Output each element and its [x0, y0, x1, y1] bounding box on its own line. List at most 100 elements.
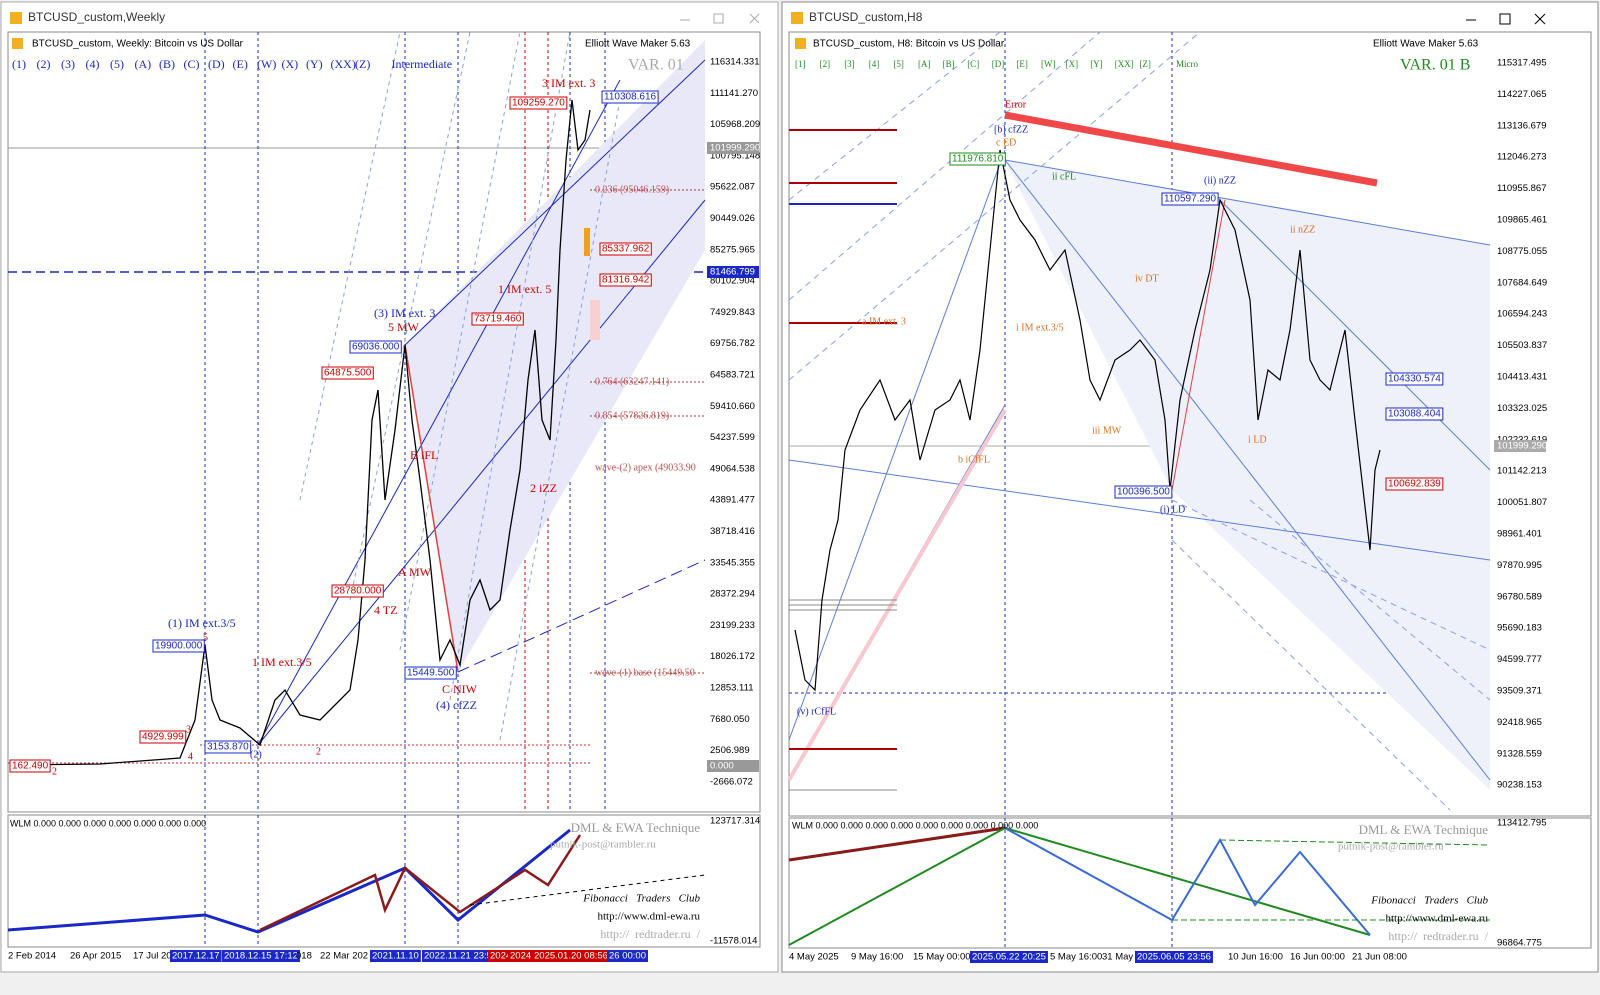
price-axis-label: 54237.599	[710, 432, 755, 443]
price-axis-label: 49064.538	[710, 463, 755, 474]
wave-level-button[interactable]: [XX]	[1115, 59, 1134, 69]
price-label-box	[599, 273, 652, 287]
wave-level-button[interactable]: [Y]	[1090, 59, 1103, 69]
wave-level-button[interactable]: (Y)	[306, 57, 323, 71]
wave-level-button[interactable]: [3]	[844, 59, 855, 69]
price-label-box	[509, 96, 568, 110]
wave-label: iv DT	[1135, 273, 1159, 284]
wave-level-button[interactable]: (D)	[208, 57, 225, 71]
wave-label: ii cFL	[1052, 171, 1076, 182]
time-axis-label: 2025.06.05 23:56	[1137, 952, 1211, 963]
price-label: 110308.616	[604, 92, 657, 103]
price-axis-label: 92418.965	[1497, 717, 1542, 728]
wave-level-button[interactable]: Intermediate	[392, 57, 453, 71]
price-label: 85337.962	[602, 244, 650, 255]
wave-level-button[interactable]: [C]	[967, 59, 979, 69]
price-axis-label: 115317.495	[1497, 58, 1547, 69]
indicator-axis-label: 96864.775	[1497, 938, 1542, 949]
wave-level-button[interactable]: Micro	[1176, 59, 1198, 69]
time-axis-label: 26 Apr 2015	[70, 951, 121, 962]
wave-level-button[interactable]: [E]	[1016, 59, 1028, 69]
wave-level-button[interactable]: (1)	[12, 57, 26, 71]
price-axis-label: 74929.843	[710, 307, 755, 318]
time-axis-label: 21 Jun 08:00	[1352, 952, 1407, 963]
wave-level-button[interactable]: [A]	[918, 59, 931, 69]
wave-label: Error	[1005, 99, 1027, 110]
wave-level-button[interactable]: (E)	[233, 57, 248, 71]
wave-level-button[interactable]: (Z)	[355, 57, 370, 71]
price-axis-label: 116314.331	[710, 57, 760, 68]
wave-level-button[interactable]: (XX)	[331, 57, 356, 71]
wave-level-button[interactable]: (B)	[159, 57, 175, 71]
variant-label: VAR. 01	[628, 57, 684, 74]
price-label: 100396.500	[1117, 487, 1170, 498]
time-axis-label: 018	[296, 951, 312, 962]
price-axis-label: 109865.461	[1497, 215, 1547, 226]
time-axis-tag	[488, 950, 514, 962]
price-axis-label: 105503.837	[1497, 340, 1547, 351]
price-label-box	[331, 584, 384, 598]
price-axis-label: 95622.087	[710, 182, 755, 193]
time-axis-label: 2 Feb 2014	[8, 951, 56, 962]
price-axis-label: 91328.559	[1497, 748, 1542, 759]
wave-level-button[interactable]: (C)	[184, 57, 200, 71]
wave-label: iii MW	[1092, 425, 1122, 436]
price-axis-label: 18026.172	[710, 651, 755, 662]
time-axis-label: 2024	[490, 951, 511, 962]
wave-level-button[interactable]: [2]	[820, 59, 831, 69]
price-axis-label: 97870.995	[1497, 560, 1542, 571]
price-label-box	[204, 740, 252, 754]
wave-level-button[interactable]: (4)	[86, 57, 100, 71]
price-axis-label: 23199.233	[710, 620, 755, 631]
time-axis-label: 2022.11.21 23:5	[424, 951, 492, 962]
time-axis-label: 17 Jul 20	[133, 951, 172, 962]
price-tag-label: 101999.290	[1497, 441, 1547, 452]
time-axis-label: 15 May 00:00	[913, 952, 971, 963]
price-label-box	[471, 312, 524, 326]
time-axis-tag	[222, 950, 300, 962]
wave-level-button[interactable]: (A)	[135, 57, 152, 71]
wave-label: a IM ext. 3	[862, 316, 906, 327]
price-axis-label: 102232.619	[1497, 434, 1547, 445]
price-label: 111976.810	[952, 154, 1004, 165]
time-axis-label: 2024	[510, 951, 531, 962]
price-tag	[707, 266, 759, 278]
wave-label: wave-(1) base (15449.50	[595, 667, 695, 678]
price-axis-label: 110955.867	[1497, 183, 1547, 194]
wave-level-button[interactable]: (X)	[282, 57, 299, 71]
wave-label: (3) IM ext. 3	[374, 306, 435, 320]
wave-label: i LD	[1248, 434, 1267, 445]
site-link: http:// redtrader.ru /	[600, 927, 700, 941]
wave-label: 3 IM ext. 3	[542, 76, 595, 90]
price-label: 15449.500	[407, 668, 455, 679]
wave-level-button[interactable]: [1]	[795, 59, 806, 69]
time-axis-label: 16 Jun 00:00	[1290, 952, 1345, 963]
price-label: 19900.000	[155, 641, 203, 652]
price-label-box	[1385, 407, 1444, 421]
wave-level-button[interactable]: (5)	[110, 57, 124, 71]
wave-label: i IM ext.3/5	[1016, 322, 1064, 333]
wave-level-button[interactable]: (3)	[61, 57, 75, 71]
wave-level-button[interactable]: (2)	[37, 57, 51, 71]
wave-level-button[interactable]: (W)	[257, 57, 276, 71]
wave-label: 5 MW	[388, 320, 420, 334]
price-label-box	[321, 366, 374, 380]
tool-name: Elliott Wave Maker 5.63	[585, 39, 691, 50]
wave-level-button[interactable]: [5]	[893, 59, 904, 69]
price-axis-label: 7680.050	[710, 714, 750, 725]
wave-level-button[interactable]: [Z]	[1139, 59, 1151, 69]
wave-level-button[interactable]: [D]	[992, 59, 1005, 69]
price-axis-label: -2666.072	[710, 776, 753, 787]
price-label: 69036.000	[352, 342, 400, 353]
wave-level-button[interactable]: [W]	[1041, 59, 1056, 69]
wave-level-button[interactable]: [X]	[1066, 59, 1079, 69]
price-axis-label: 69756.782	[710, 338, 755, 349]
wave-level-button[interactable]: [4]	[869, 59, 880, 69]
wave-label: 2	[52, 766, 57, 777]
club: Fibonacci Traders Club	[582, 893, 700, 905]
price-label-box	[349, 340, 402, 354]
price-label: 28780.000	[334, 586, 382, 597]
site-link: http://www.dml-ewa.ru	[1385, 913, 1488, 925]
price-label: 162.490	[12, 761, 49, 772]
wave-level-button[interactable]: [B]	[943, 59, 955, 69]
